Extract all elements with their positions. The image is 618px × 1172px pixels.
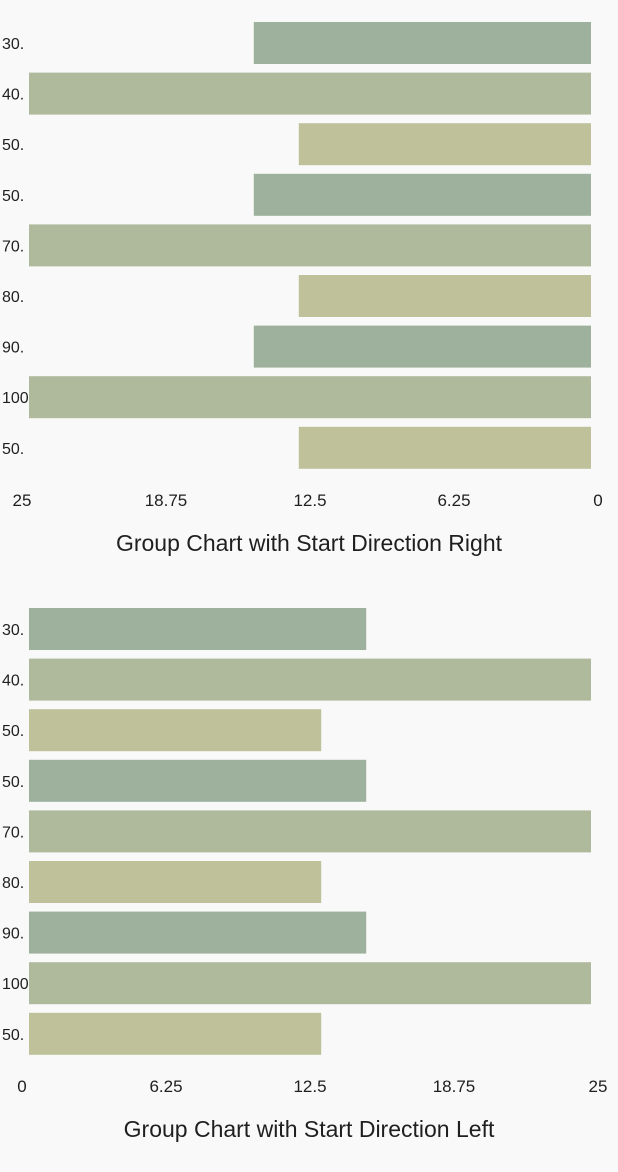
category-label: 70. [2,238,24,255]
category-label: 80. [2,289,24,306]
category-label: 50. [2,723,24,740]
x-tick-label: 12.5 [293,491,326,510]
category-label: 50. [2,774,24,791]
bar [253,325,592,368]
bar [253,22,592,64]
bar [298,275,591,317]
x-tick-label: 0 [593,491,602,510]
bar [29,72,591,115]
category-label: 50. [2,441,24,458]
bar [29,759,367,802]
bar [29,861,322,903]
bar [298,426,591,469]
category-label: 30. [2,622,24,639]
category-label: 40. [2,673,24,690]
x-tick-label: 12.5 [293,1077,326,1096]
bar [29,962,591,1005]
category-label: 80. [2,875,24,892]
category-label: 50. [2,1027,24,1044]
category-label: 100 [2,390,29,407]
bar [298,123,591,166]
category-label: 50. [2,188,24,205]
bar [29,608,367,650]
x-tick-label: 18.75 [433,1077,476,1096]
bar [29,224,591,267]
x-tick-label: 6.25 [437,491,470,510]
category-label: 90. [2,340,24,357]
bar [29,911,367,954]
bar [29,709,322,752]
category-label: 90. [2,926,24,943]
category-label: 40. [2,87,24,104]
x-tick-label: 6.25 [149,1077,182,1096]
bar [29,1012,322,1055]
category-label: 70. [2,824,24,841]
x-tick-label: 25 [13,491,32,510]
x-tick-label: 18.75 [145,491,188,510]
group-chart-start-right: 30. 40. 50. 50. 70. 80. 90. 100 50. 25 18.75 12.5 6.… [2,22,603,510]
bar [29,810,591,853]
x-tick-label: 0 [17,1077,26,1096]
x-tick-label: 25 [589,1077,608,1096]
group-chart-start-left: 30. 40. 50. 50. 70. 80. 90. 100 50. 0 6.25 12.5 18.7… [2,608,608,1096]
bar [29,658,591,701]
category-label: 50. [2,137,24,154]
bar [253,173,592,216]
chart-title-right: Group Chart with Start Direction Right [115,530,503,556]
chart-title-left: Group Chart with Start Direction Left [123,1116,495,1142]
category-label: 100 [2,976,29,993]
bar [29,376,591,419]
category-label: 30. [2,36,24,53]
